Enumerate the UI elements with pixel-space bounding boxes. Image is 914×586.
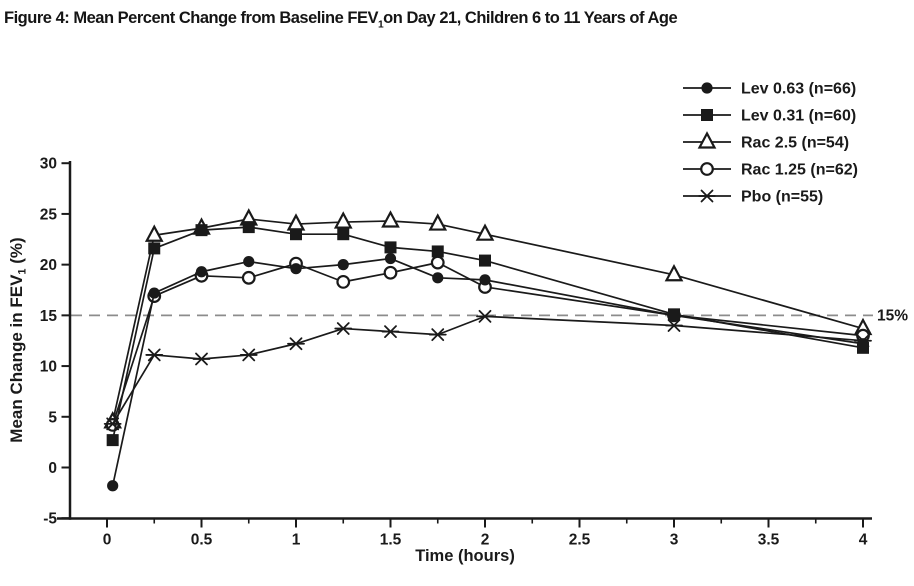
marker-open-triangle <box>144 224 164 242</box>
marker-open-circle <box>383 265 398 280</box>
marker-asterisk <box>239 348 258 362</box>
marker-filled-circle <box>148 287 160 299</box>
legend-item-pbo-4: Pbo (n=55) <box>683 189 823 206</box>
legend-item-rac-2: Rac 2.5 (n=54) <box>683 131 849 152</box>
marker-filled-square <box>668 308 680 321</box>
marker-filled-square <box>857 341 869 354</box>
x-tick-label: 0 <box>103 532 112 549</box>
marker-filled-square <box>106 434 119 447</box>
marker-open-circle <box>700 162 714 176</box>
marker-open-triangle <box>333 211 353 229</box>
x-tick-label: 1 <box>292 532 301 549</box>
y-tick-label: 30 <box>40 156 57 173</box>
marker-asterisk <box>665 319 683 332</box>
marker-open-circle <box>430 255 445 270</box>
marker-filled-circle <box>701 82 713 94</box>
marker-filled-circle <box>290 263 302 275</box>
marker-open-triangle <box>475 223 495 241</box>
marker-asterisk <box>698 189 716 203</box>
marker-open-triangle <box>664 263 684 282</box>
marker-asterisk <box>381 325 400 338</box>
marker-asterisk <box>192 352 211 366</box>
x-tick-label: 2.5 <box>569 532 591 549</box>
x-axis-title: Time (hours) <box>415 547 515 565</box>
marker-filled-square <box>337 228 350 241</box>
marker-open-triangle <box>697 131 717 149</box>
marker-filled-circle <box>107 480 119 492</box>
marker-filled-square <box>479 254 491 267</box>
marker-asterisk <box>145 348 164 362</box>
legend-label: Rac 2.5 (n=54) <box>741 135 849 152</box>
legend: Lev 0.63 (n=66) Lev 0.31 (n=60) Rac 2.5 (n… <box>683 81 858 206</box>
marker-filled-square <box>384 241 397 254</box>
marker-asterisk <box>428 328 447 342</box>
marker-filled-circle <box>195 266 208 278</box>
x-tick-label: 1.5 <box>380 532 402 549</box>
figure-title-suffix: on Day 21, Children 6 to 11 Years of Age <box>383 8 678 27</box>
marker-open-circle <box>336 274 351 289</box>
y-tick-label: 0 <box>48 460 57 477</box>
x-tick-label: 0.5 <box>191 532 213 549</box>
legend-label: Lev 0.31 (n=60) <box>741 108 856 125</box>
marker-filled-circle <box>432 272 444 284</box>
legend-item-lev-0: Lev 0.63 (n=66) <box>683 81 856 98</box>
marker-filled-square <box>431 245 444 258</box>
marker-asterisk <box>476 309 494 323</box>
reference-line-label: 15% <box>877 307 908 324</box>
marker-open-triangle <box>428 213 448 231</box>
marker-filled-square <box>242 221 255 234</box>
x-tick-label: 3 <box>670 532 679 549</box>
figure-title-text: Figure 4: Mean Percent Change from Basel… <box>4 8 378 27</box>
y-tick-label: -5 <box>43 511 57 528</box>
legend-label: Lev 0.63 (n=66) <box>741 81 856 98</box>
figure-title: Figure 4: Mean Percent Change from Basel… <box>4 8 858 31</box>
marker-filled-circle <box>337 259 349 271</box>
marker-open-triangle <box>286 213 306 231</box>
y-tick-label: 5 <box>48 409 57 426</box>
y-tick-label: 25 <box>40 206 58 223</box>
legend-item-lev-1: Lev 0.31 (n=60) <box>683 108 856 125</box>
marker-filled-square <box>148 242 161 255</box>
y-tick-label: 15 <box>40 308 58 325</box>
x-tick-label: 2 <box>481 532 490 549</box>
marker-filled-square <box>290 228 302 241</box>
marker-asterisk <box>334 322 353 335</box>
figure-title-subscript: 1 <box>377 18 384 31</box>
x-tick-label: 3.5 <box>758 532 780 549</box>
legend-label: Pbo (n=55) <box>741 189 823 206</box>
marker-filled-square <box>701 109 713 121</box>
y-tick-label: 20 <box>40 257 57 274</box>
y-tick-label: 10 <box>40 359 57 376</box>
x-tick-label: 4 <box>859 532 868 549</box>
marker-asterisk <box>287 337 305 351</box>
series-line <box>111 315 864 425</box>
legend-label: Rac 1.25 (n=62) <box>741 162 858 179</box>
legend-item-rac-3: Rac 1.25 (n=62) <box>683 162 858 179</box>
y-axis-title: Mean Change in FEV1 (%) <box>7 237 29 442</box>
marker-filled-circle <box>243 255 255 268</box>
axes: -5 0 5 10 15 20 25 30 0 0.5 1 1.5 2 2.5 3 3.5 4 Time (hou… <box>7 156 872 565</box>
marker-filled-circle <box>384 252 397 265</box>
marker-filled-circle <box>479 274 491 286</box>
marker-open-triangle <box>381 210 400 228</box>
reference-line-15pct: 15% <box>71 307 908 324</box>
series-lev-1 <box>106 221 869 447</box>
marker-open-circle <box>241 270 256 285</box>
marker-filled-square <box>195 224 208 237</box>
